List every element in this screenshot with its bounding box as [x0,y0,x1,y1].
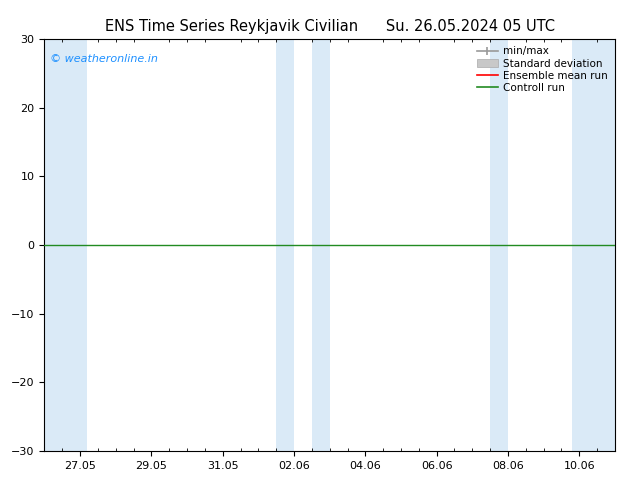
Bar [573,39,615,451]
Bar [490,39,508,451]
Title: ENS Time Series Reykjavik Civilian      Su. 26.05.2024 05 UTC: ENS Time Series Reykjavik Civilian Su. 2… [105,19,555,34]
Bar [44,39,87,451]
Bar [276,39,294,451]
Legend: min/max, Standard deviation, Ensemble mean run, Controll run: min/max, Standard deviation, Ensemble me… [473,42,612,97]
Bar [312,39,330,451]
Text: © weatheronline.in: © weatheronline.in [50,53,158,64]
